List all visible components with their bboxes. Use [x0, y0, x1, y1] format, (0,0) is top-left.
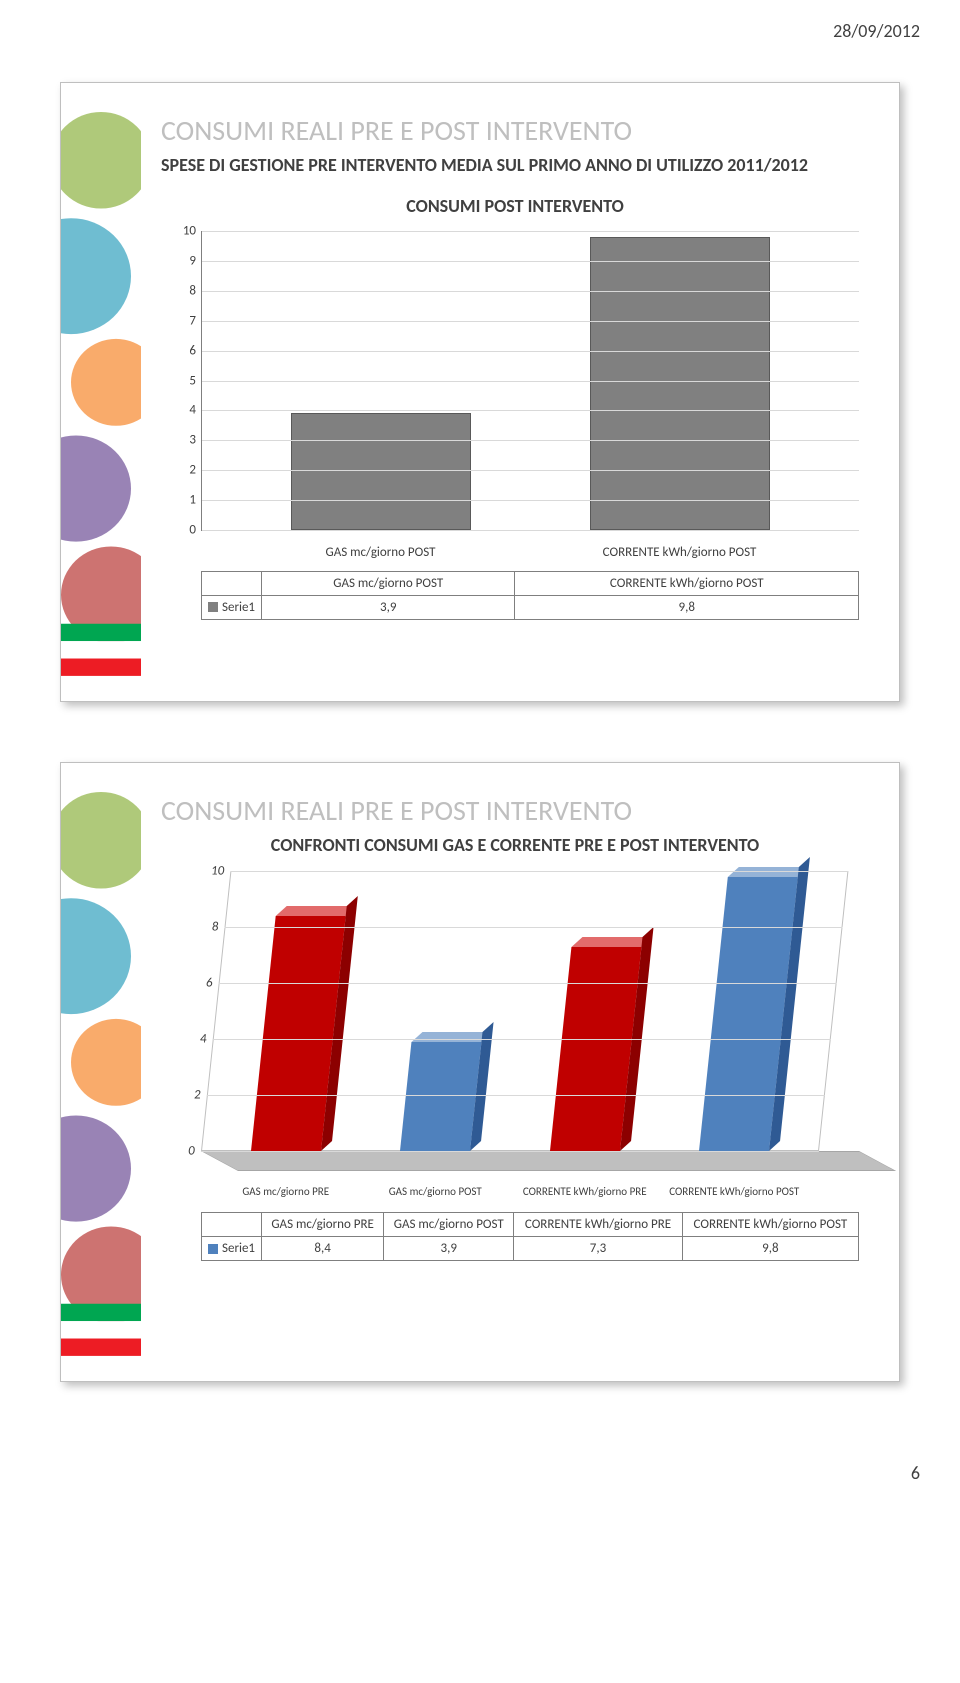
table-corner: [202, 1212, 262, 1236]
gridline: [202, 381, 859, 382]
bar: [590, 237, 770, 530]
y-tick-label: 4: [172, 403, 196, 418]
y-tick-label: 0: [170, 1143, 196, 1158]
y-tick-label: 8: [194, 919, 220, 934]
y-tick-label: 8: [172, 283, 196, 298]
y-tick-label: 2: [172, 463, 196, 478]
category-label: CORRENTE kWh/giorno POST: [530, 545, 829, 561]
slide2-data-table: GAS mc/giorno PREGAS mc/giorno POSTCORRE…: [201, 1212, 859, 1261]
bar: [251, 915, 346, 1150]
gridline: [219, 983, 837, 984]
gridline: [230, 871, 848, 872]
table-header: CORRENTE kWh/giorno POST: [682, 1212, 858, 1236]
table-header: GAS mc/giorno POST: [262, 571, 515, 595]
slide2-category-labels: GAS mc/giorno PREGAS mc/giorno POSTCORRE…: [201, 1185, 819, 1198]
y-tick-label: 10: [200, 863, 226, 878]
y-tick-label: 5: [172, 373, 196, 388]
bar-side-face: [769, 856, 810, 1150]
bar-top-face: [275, 905, 356, 915]
gridline: [202, 231, 859, 232]
bar-top-face: [571, 936, 652, 946]
legend-swatch: [208, 602, 218, 612]
slide1-subtitle: SPESE DI GESTIONE PRE INTERVENTO MEDIA S…: [161, 154, 869, 177]
slide2-title: CONSUMI REALI PRE E POST INTERVENTO: [161, 793, 869, 828]
category-label: GAS mc/giorno POST: [361, 1185, 511, 1198]
gridline: [202, 261, 859, 262]
slide1-category-labels: GAS mc/giorno POSTCORRENTE kWh/giorno PO…: [201, 545, 859, 561]
bar-slot: [361, 871, 540, 1151]
gridline: [201, 1151, 819, 1152]
y-tick-label: 9: [172, 253, 196, 268]
gridline: [207, 1095, 825, 1096]
series-name: Serie1: [222, 600, 255, 615]
table-header: CORRENTE kWh/giorno POST: [515, 571, 859, 595]
gridline: [224, 927, 842, 928]
category-label: GAS mc/giorno PRE: [211, 1185, 361, 1198]
y-tick-label: 3: [172, 433, 196, 448]
y-tick-label: 0: [172, 523, 196, 538]
table-series-cell: Serie1: [202, 1236, 262, 1260]
slide2-bars: [201, 871, 848, 1151]
slide1-chart-title: CONSUMI POST INTERVENTO: [161, 195, 869, 218]
series-name: Serie1: [222, 1241, 255, 1256]
table-value-cell: 3,9: [384, 1236, 514, 1260]
gridline: [202, 530, 859, 531]
gridline: [202, 470, 859, 471]
gridline: [202, 410, 859, 411]
table-value-cell: 9,8: [682, 1236, 858, 1260]
legend-swatch: [208, 1244, 218, 1254]
slide1-chartbox: CONSUMI POST INTERVENTO 012345678910 GAS…: [161, 195, 869, 620]
slide2-plot3d-wrap: 0246810: [201, 871, 859, 1171]
bar-side-face: [321, 895, 358, 1150]
gridline: [202, 500, 859, 501]
table-header: CORRENTE kWh/giorno PRE: [514, 1212, 682, 1236]
slide1-data-table: GAS mc/giorno POSTCORRENTE kWh/giorno PO…: [201, 571, 859, 620]
bar: [291, 413, 471, 530]
slide-1: CONSUMI REALI PRE E POST INTERVENTO SPES…: [60, 82, 900, 702]
gridline: [202, 291, 859, 292]
category-label: GAS mc/giorno POST: [231, 545, 530, 561]
table-value-cell: 8,4: [262, 1236, 384, 1260]
category-label: CORRENTE kWh/giorno PRE: [510, 1185, 660, 1198]
table-value-cell: 9,8: [515, 595, 859, 619]
bar-slot: [660, 871, 839, 1151]
page-date: 28/09/2012: [0, 0, 960, 52]
y-tick-label: 7: [172, 313, 196, 328]
slide-2: CONSUMI REALI PRE E POST INTERVENTO CONF…: [60, 762, 900, 1382]
bar-slot: [211, 871, 390, 1151]
table-header: GAS mc/giorno POST: [384, 1212, 514, 1236]
gridline: [213, 1039, 831, 1040]
table-header: GAS mc/giorno PRE: [262, 1212, 384, 1236]
slide2-chart-title: CONFRONTI CONSUMI GAS E CORRENTE PRE E P…: [161, 834, 869, 857]
table-value-cell: 7,3: [514, 1236, 682, 1260]
bar-slot: [510, 871, 689, 1151]
side-decoration-1: [61, 83, 141, 701]
bar: [699, 876, 798, 1150]
slide1-plot-area: 012345678910: [201, 231, 859, 531]
y-tick-label: 2: [176, 1087, 202, 1102]
gridline: [202, 321, 859, 322]
table-series-cell: Serie1: [202, 595, 262, 619]
gridline: [202, 440, 859, 441]
side-decoration-2: [61, 763, 141, 1381]
slide2-chartbox: CONFRONTI CONSUMI GAS E CORRENTE PRE E P…: [161, 834, 869, 1261]
gridline: [202, 351, 859, 352]
slide2-plot-area: 0246810: [201, 871, 848, 1151]
y-tick-label: 6: [172, 343, 196, 358]
table-value-cell: 3,9: [262, 595, 515, 619]
category-label: CORRENTE kWh/giorno POST: [660, 1185, 810, 1198]
table-corner: [202, 571, 262, 595]
slide2-floor: [201, 1151, 896, 1171]
y-tick-label: 6: [188, 975, 214, 990]
slide1-title: CONSUMI REALI PRE E POST INTERVENTO: [161, 113, 869, 148]
y-tick-label: 4: [182, 1031, 208, 1046]
y-tick-label: 10: [172, 224, 196, 239]
y-tick-label: 1: [172, 493, 196, 508]
bar: [550, 946, 641, 1150]
page-number: 6: [0, 1442, 960, 1514]
